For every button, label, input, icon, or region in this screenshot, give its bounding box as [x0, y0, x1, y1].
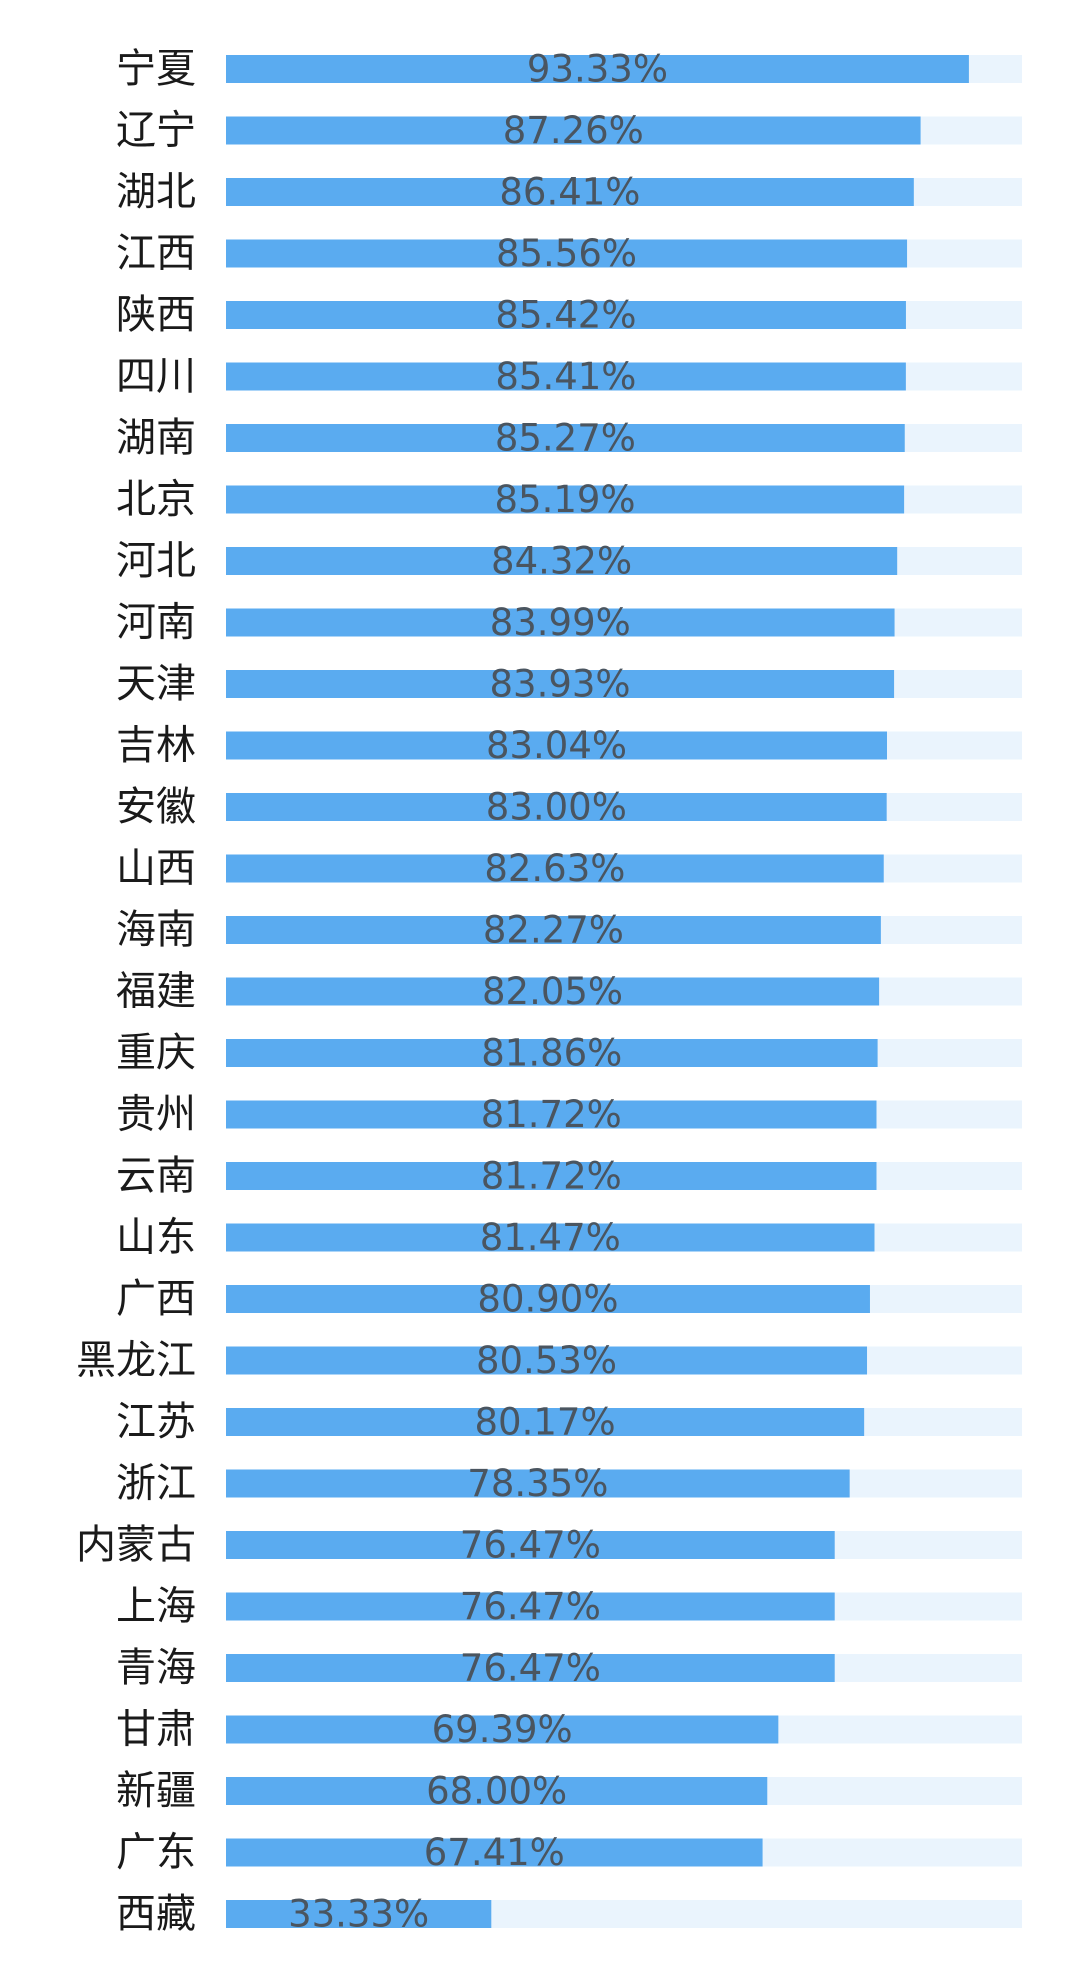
category-label: 北京 [116, 477, 196, 523]
category-label: 福建 [116, 969, 196, 1015]
value-label: 76.47% [460, 1585, 601, 1628]
category-label: 上海 [116, 1584, 196, 1630]
category-label: 江西 [116, 231, 196, 277]
bar-海南 [226, 916, 881, 944]
bar-宁夏 [226, 55, 969, 83]
category-label: 海南 [116, 907, 196, 953]
value-label: 78.35% [467, 1462, 608, 1505]
bar-湖南 [226, 424, 905, 452]
category-label: 山西 [116, 846, 196, 892]
value-label: 67.41% [424, 1831, 565, 1874]
value-label: 93.33% [527, 48, 668, 91]
value-label: 81.72% [481, 1155, 622, 1198]
value-label: 83.99% [490, 601, 631, 644]
category-label: 湖北 [116, 169, 196, 215]
bar-甘肃 [226, 1715, 779, 1744]
bar-浙江 [226, 1469, 850, 1498]
category-label: 浙江 [116, 1461, 196, 1507]
category-label: 重庆 [116, 1030, 196, 1076]
value-label: 81.72% [481, 1093, 622, 1136]
bar-广东 [226, 1838, 763, 1867]
category-label: 甘肃 [116, 1707, 196, 1753]
value-label: 85.19% [495, 478, 636, 521]
bar-内蒙古 [226, 1531, 835, 1559]
bar-福建 [226, 977, 880, 1006]
category-label: 江苏 [116, 1399, 196, 1445]
category-label: 山东 [116, 1215, 196, 1261]
bar-重庆 [226, 1039, 878, 1067]
category-label: 天津 [116, 661, 196, 707]
category-label: 辽宁 [116, 108, 196, 154]
value-label: 87.26% [503, 109, 644, 152]
bar-西藏 [226, 1900, 492, 1928]
value-label: 85.27% [495, 417, 636, 460]
bar-山西 [226, 854, 884, 883]
value-label: 83.00% [486, 786, 627, 829]
value-label: 33.33% [288, 1893, 429, 1936]
bar-陕西 [226, 301, 906, 329]
bar-四川 [226, 362, 906, 391]
value-label: 76.47% [460, 1524, 601, 1567]
value-label: 82.27% [483, 909, 624, 952]
category-label: 河北 [116, 538, 196, 584]
bar-云南 [226, 1162, 877, 1190]
bar-黑龙江 [226, 1346, 868, 1375]
category-label: 贵州 [116, 1092, 196, 1138]
category-label: 黑龙江 [76, 1338, 196, 1384]
category-label: 云南 [116, 1153, 196, 1199]
bar-山东 [226, 1223, 875, 1252]
value-label: 80.90% [477, 1278, 618, 1321]
bar-广西 [226, 1285, 870, 1313]
category-label: 吉林 [116, 723, 196, 769]
bar-天津 [226, 670, 895, 698]
value-label: 86.41% [499, 171, 640, 214]
value-label: 82.63% [484, 847, 625, 890]
value-label: 82.05% [482, 970, 623, 1013]
bar-辽宁 [226, 116, 921, 145]
value-label: 83.04% [486, 724, 627, 767]
category-label: 新疆 [116, 1768, 196, 1814]
bar-湖北 [226, 178, 914, 206]
value-label: 83.93% [489, 663, 630, 706]
value-label: 76.47% [460, 1647, 601, 1690]
bar-河北 [226, 547, 898, 575]
bar-吉林 [226, 731, 887, 760]
value-label: 85.56% [496, 232, 637, 275]
category-label: 内蒙古 [76, 1522, 196, 1568]
category-label: 广西 [116, 1276, 196, 1322]
category-label: 宁夏 [116, 46, 196, 92]
category-label: 陕西 [116, 292, 196, 338]
value-label: 80.53% [476, 1339, 617, 1382]
bar-安徽 [226, 793, 887, 821]
bar-青海 [226, 1654, 835, 1682]
value-label: 85.42% [495, 294, 636, 337]
value-label: 81.47% [480, 1216, 621, 1259]
bar-江苏 [226, 1408, 865, 1436]
category-label: 安徽 [116, 784, 196, 830]
value-label: 85.41% [495, 355, 636, 398]
category-label: 河南 [116, 600, 196, 646]
bar-新疆 [226, 1777, 768, 1805]
category-label: 青海 [116, 1645, 196, 1691]
bar-江西 [226, 239, 908, 268]
value-label: 80.17% [475, 1401, 616, 1444]
category-label: 湖南 [116, 415, 196, 461]
chart-rows: 宁夏 93.33% 辽宁 87.26% 湖北 86.41% 江西 85.56% 陕西 85.42%… [76, 46, 1022, 1937]
value-label: 68.00% [426, 1770, 567, 1813]
value-label: 81.86% [481, 1032, 622, 1075]
category-label: 西藏 [116, 1891, 196, 1937]
value-label: 69.39% [432, 1708, 573, 1751]
value-label: 84.32% [491, 540, 632, 583]
bar-贵州 [226, 1100, 877, 1129]
category-label: 广东 [116, 1830, 196, 1876]
bar-河南 [226, 608, 895, 637]
bar-上海 [226, 1592, 835, 1621]
bar-北京 [226, 485, 905, 514]
category-label: 四川 [116, 354, 196, 400]
